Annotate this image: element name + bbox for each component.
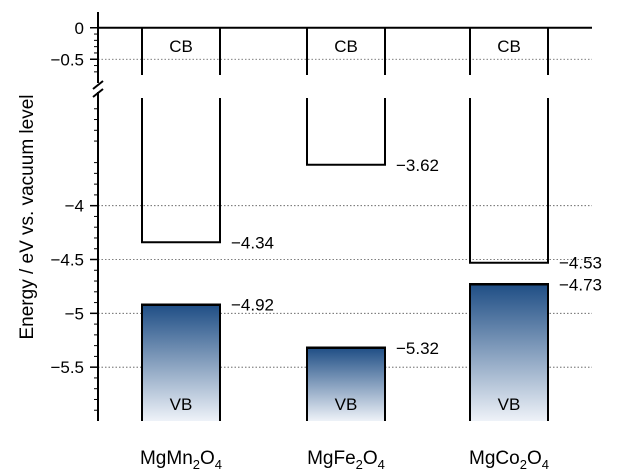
- vb-edge-value: −5.32: [396, 339, 439, 358]
- cb-edge-value: −4.53: [559, 254, 602, 273]
- bars: [141, 27, 549, 421]
- y-axis: 0 −0.5 −4 −4.5 −5 −5.5: [50, 12, 592, 421]
- cb-label: CB: [497, 37, 521, 56]
- cb-edge-value: −3.62: [396, 156, 439, 175]
- axis-break-mark: [92, 80, 104, 90]
- category-label: MgFe2O4: [307, 448, 385, 472]
- y-tick-label: 0: [75, 19, 84, 38]
- y-tick-label: −0.5: [50, 50, 84, 69]
- labels: CB −4.34 VB −4.92 MgMn2O4 CB −3.62 VB −5.32 MgFe2…: [140, 37, 602, 472]
- cb-label: CB: [169, 37, 193, 56]
- vb-edge-value: −4.92: [231, 296, 274, 315]
- y-tick-label: −5: [65, 304, 84, 323]
- axis-break-mark: [92, 88, 104, 98]
- vb-bar: [307, 347, 385, 421]
- vb-label: VB: [335, 395, 358, 414]
- vb-bar: [142, 304, 220, 421]
- category-label: MgMn2O4: [140, 448, 222, 472]
- cb-edge-value: −4.34: [231, 233, 274, 252]
- vb-bar: [470, 284, 548, 421]
- y-tick-label: −4: [65, 197, 84, 216]
- cb-label: CB: [334, 37, 358, 56]
- category-label: MgCo2O4: [469, 448, 549, 472]
- y-tick-label: −4.5: [50, 251, 84, 270]
- vb-label: VB: [170, 395, 193, 414]
- y-axis-title: Energy / eV vs. vacuum level: [17, 95, 38, 340]
- vb-edge-value: −4.73: [559, 275, 602, 294]
- vb-label: VB: [498, 395, 521, 414]
- y-tick-label: −5.5: [50, 358, 84, 377]
